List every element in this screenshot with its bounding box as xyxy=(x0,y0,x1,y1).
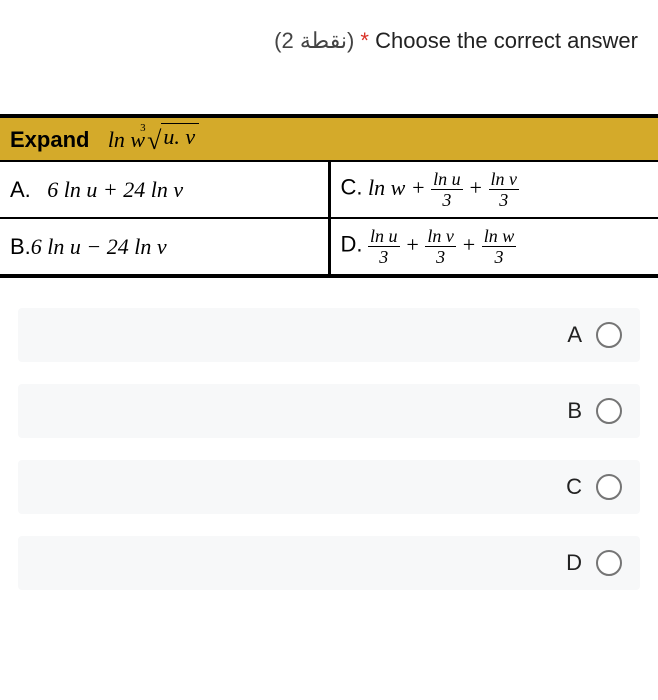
option-d-label: D xyxy=(566,550,582,576)
c-f1-den: 3 xyxy=(431,190,463,209)
c-f2-den: 3 xyxy=(489,190,520,209)
radical-sign: √ xyxy=(147,126,161,155)
required-asterisk: * xyxy=(360,28,369,53)
opt-A-expr: 6 ln u + 24 ln v xyxy=(47,177,183,202)
radio-a[interactable] xyxy=(596,322,622,348)
option-b-row[interactable]: B xyxy=(18,384,640,438)
options-area: A B C D xyxy=(0,308,658,590)
d-f3-num: ln w xyxy=(482,227,517,247)
option-b-label: B xyxy=(567,398,582,424)
radio-c[interactable] xyxy=(596,474,622,500)
cell-C: C. ln w + ln u3 + ln v3 xyxy=(329,161,658,218)
option-c-label: C xyxy=(566,474,582,500)
opt-D-expr: ln u3 + ln v3 + ln w3 xyxy=(368,232,516,257)
expand-row: Expand ln w3√u. v xyxy=(0,116,658,161)
cell-D: D. ln u3 + ln v3 + ln w3 xyxy=(329,218,658,276)
c-frac-2: ln v3 xyxy=(489,170,520,209)
d-f3-den: 3 xyxy=(482,247,517,266)
radicand: u. v xyxy=(161,123,199,150)
radio-d[interactable] xyxy=(596,550,622,576)
radio-b[interactable] xyxy=(596,398,622,424)
d-f1-den: 3 xyxy=(368,247,400,266)
opt-B-expr: 6 ln u − 24 ln v xyxy=(31,234,167,259)
cell-A: A. 6 ln u + 24 ln v xyxy=(0,161,329,218)
question-prompt: Choose the correct answer xyxy=(375,28,638,53)
c-frac-1: ln u3 xyxy=(431,170,463,209)
opt-B-label: B. xyxy=(10,234,31,259)
option-c-row[interactable]: C xyxy=(18,460,640,514)
option-d-row[interactable]: D xyxy=(18,536,640,590)
cube-root: 3√u. v xyxy=(147,124,199,154)
d-f2-den: 3 xyxy=(425,247,456,266)
opt-C-label: C. xyxy=(341,175,363,200)
d-frac-1: ln u3 xyxy=(368,227,400,266)
points-text: (نقطة 2) xyxy=(274,28,354,53)
d-f2-num: ln v xyxy=(425,227,456,247)
opt-A-label: A. xyxy=(10,177,31,202)
root-index: 3 xyxy=(140,122,146,134)
c-plus: + xyxy=(468,175,483,200)
expand-expression: ln w3√u. v xyxy=(108,127,199,152)
table-row: A. 6 ln u + 24 ln v C. ln w + ln u3 + ln… xyxy=(0,161,658,218)
d-frac-3: ln w3 xyxy=(482,227,517,266)
c-f2-num: ln v xyxy=(489,170,520,190)
answer-table: Expand ln w3√u. v A. 6 ln u + 24 ln v C.… xyxy=(0,114,658,278)
opt-D-label: D. xyxy=(341,232,363,257)
option-a-row[interactable]: A xyxy=(18,308,640,362)
opt-C-expr: ln w + ln u3 + ln v3 xyxy=(368,175,519,200)
d-frac-2: ln v3 xyxy=(425,227,456,266)
d-f1-num: ln u xyxy=(368,227,400,247)
cell-B: B.6 ln u − 24 ln v xyxy=(0,218,329,276)
c-prefix: ln w + xyxy=(368,175,426,200)
d-plus-2: + xyxy=(461,232,476,257)
question-header: (نقطة 2) * Choose the correct answer xyxy=(0,0,658,74)
expand-label: Expand xyxy=(10,127,89,152)
option-a-label: A xyxy=(567,322,582,348)
c-f1-num: ln u xyxy=(431,170,463,190)
d-plus-1: + xyxy=(405,232,420,257)
table-row: B.6 ln u − 24 ln v D. ln u3 + ln v3 + ln… xyxy=(0,218,658,276)
